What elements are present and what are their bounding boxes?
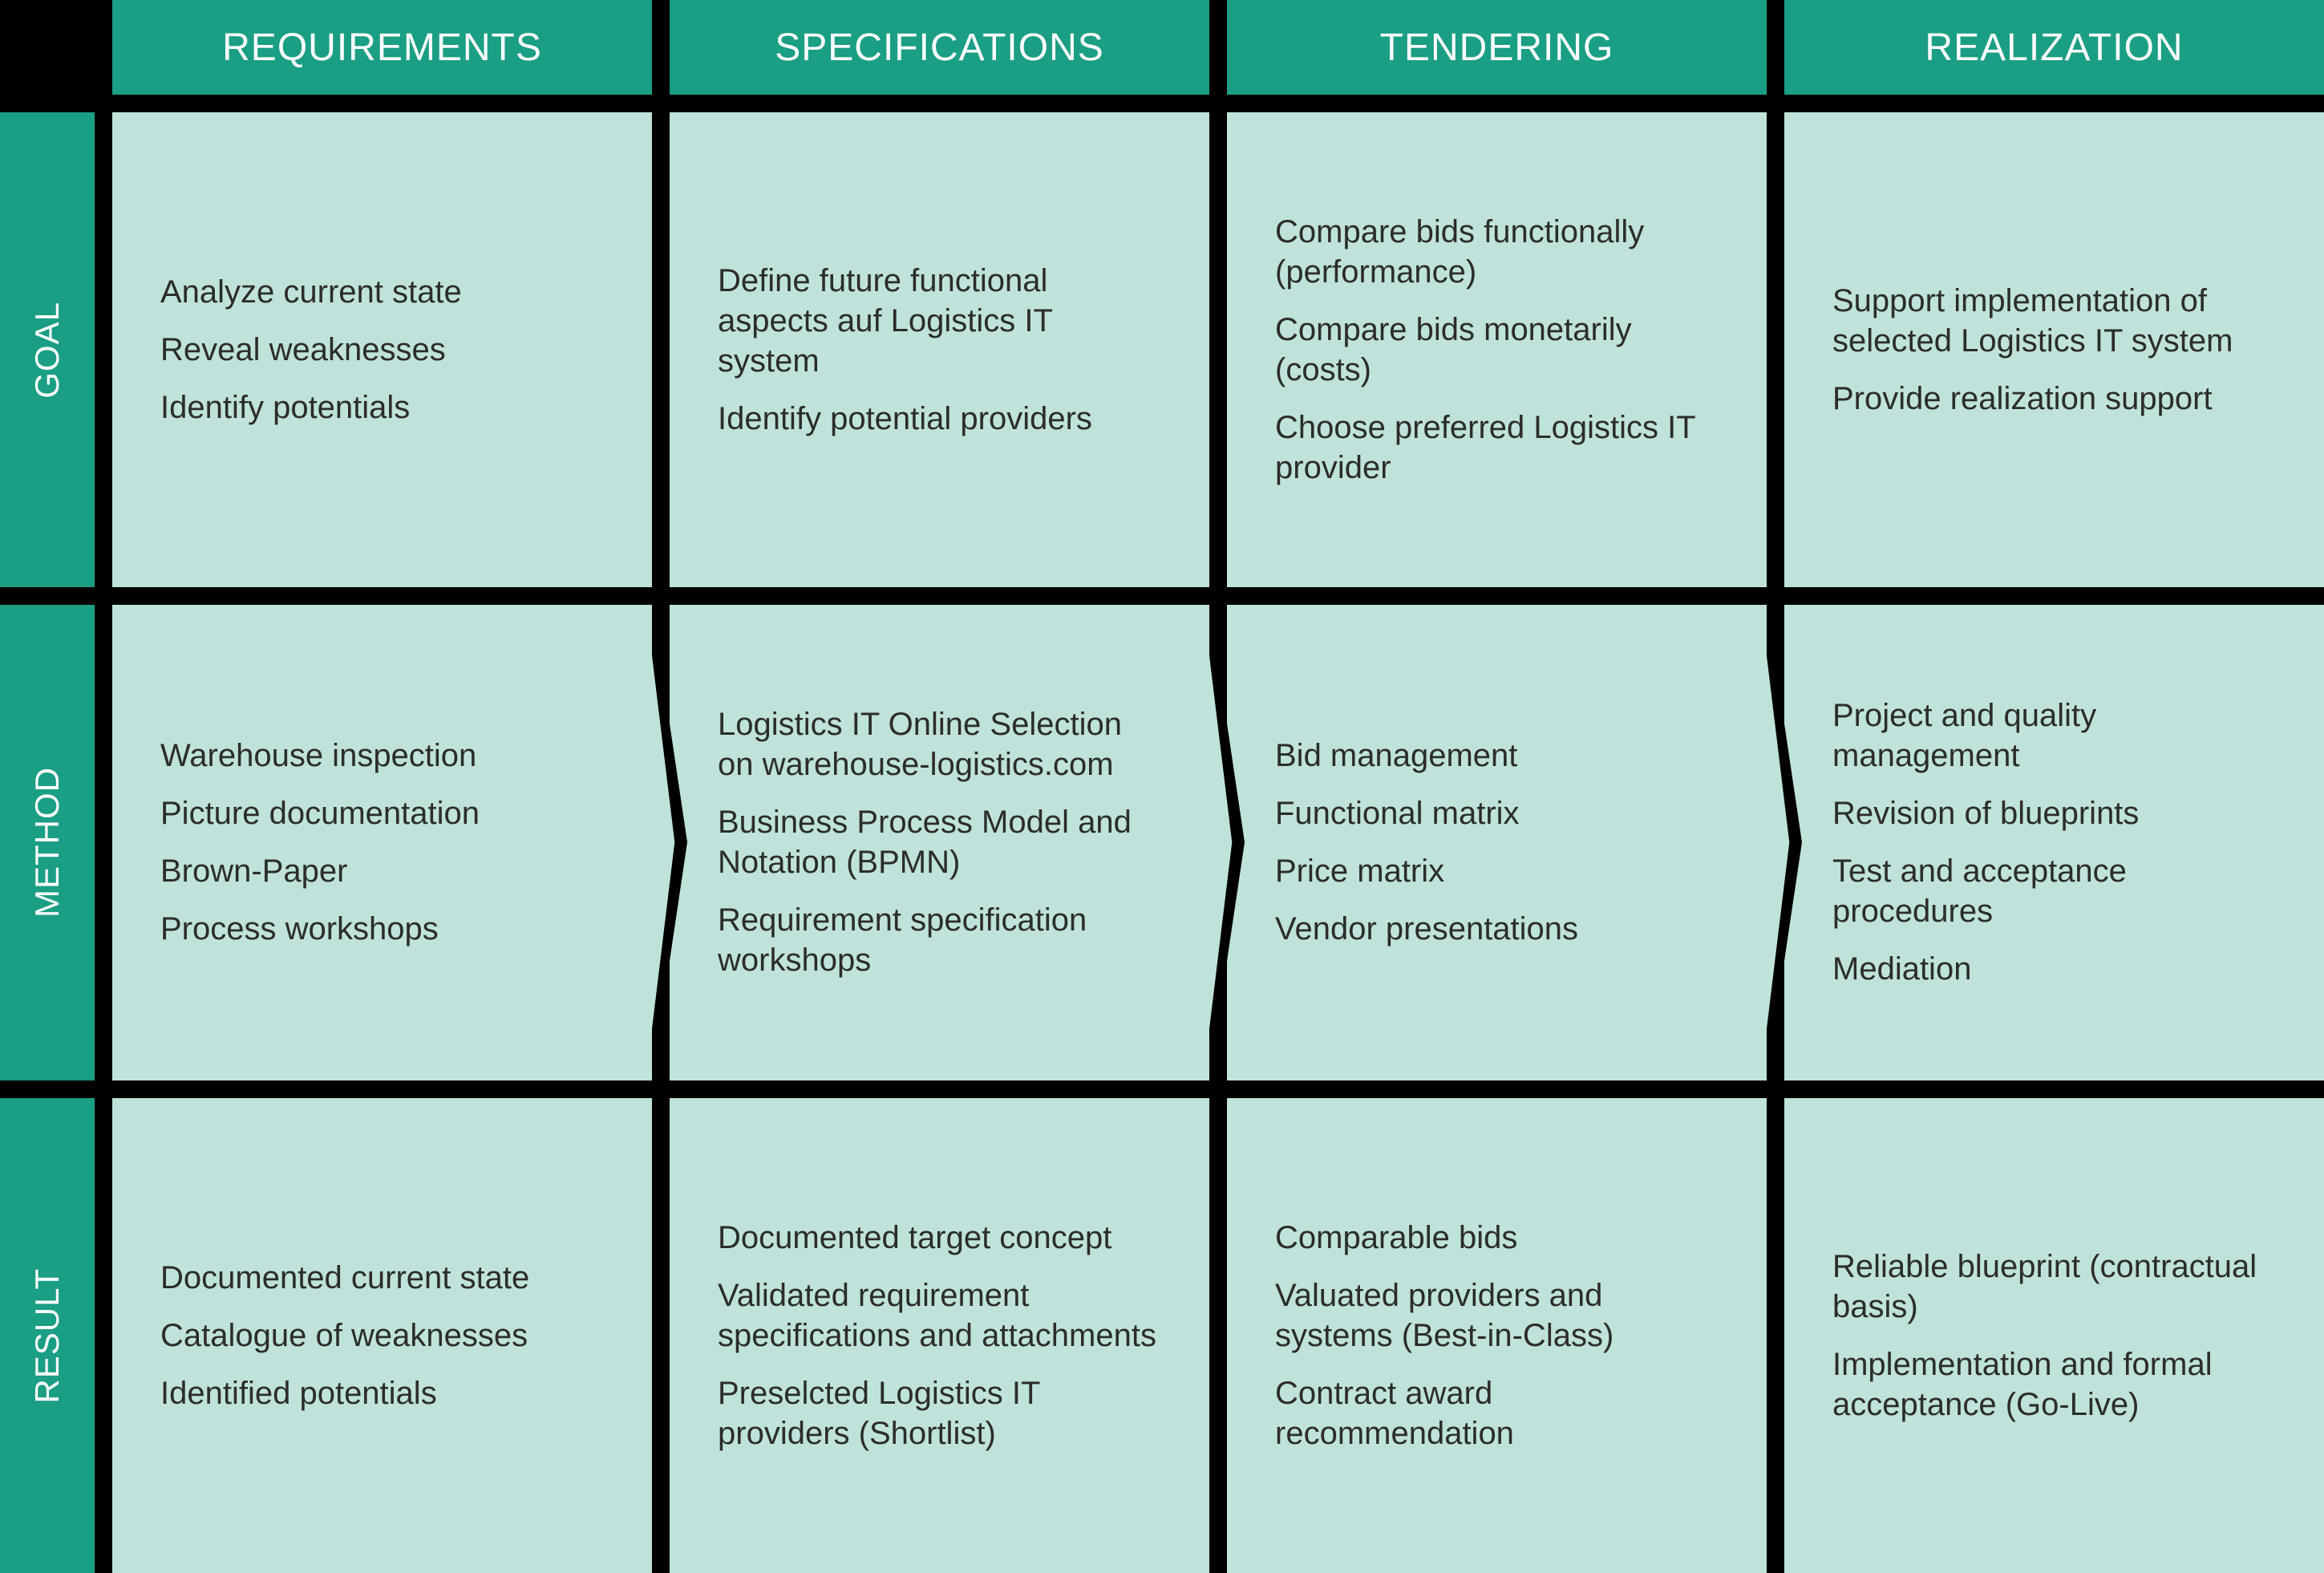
cell-item: Compare bids monetarily (costs) [1275,310,1719,390]
column-header-requirements: REQUIREMENTS [112,0,652,95]
cell-item: Process workshops [160,909,604,949]
cell-result-realization: Reliable blueprint (contractual basis) Im… [1784,1098,2324,1573]
row-label-result: RESULT [0,1098,95,1573]
cell-item: Brown-Paper [160,851,604,891]
row-method: METHOD Warehouse inspection Picture docume… [0,605,2324,1080]
cell-method-requirements: Warehouse inspection Picture documentatio… [112,605,652,1080]
cell-item: Catalogue of weaknesses [160,1316,604,1356]
cell-list-method-realization: Project and quality management Revision o… [1832,695,2276,989]
cell-item: Implementation and formal acceptance (Go… [1832,1344,2276,1425]
cell-item: Revision of blueprints [1832,793,2276,833]
cell-item: Functional matrix [1275,793,1719,833]
cell-item: Bid management [1275,736,1719,776]
cell-item: Identify potentials [160,387,604,428]
cell-item: Documented current state [160,1258,604,1298]
cell-method-realization: Project and quality management Revision o… [1784,605,2324,1080]
cell-list-method-specifications: Logistics IT Online Selection on warehou… [718,704,1161,980]
cell-item: Analyze current state [160,272,604,312]
cell-result-requirements: Documented current state Catalogue of wea… [112,1098,652,1573]
cell-list-result-realization: Reliable blueprint (contractual basis) Im… [1832,1247,2276,1425]
cell-goal-tendering: Compare bids functionally (performance) C… [1227,112,1767,587]
cell-list-result-tendering: Comparable bids Valuated providers and sy… [1275,1218,1719,1453]
column-header-row: REQUIREMENTSSPECIFICATIONSTENDERINGREALI… [0,0,2324,95]
cell-item: Logistics IT Online Selection on warehou… [718,704,1161,784]
cell-goal-realization: Support implementation of selected Logis… [1784,112,2324,587]
cell-item: Documented target concept [718,1218,1161,1258]
cell-list-goal-requirements: Analyze current state Reveal weaknesses Id… [160,272,604,428]
column-header-specifications: SPECIFICATIONS [670,0,1209,95]
cell-item: Comparable bids [1275,1218,1719,1258]
cell-list-goal-specifications: Define future functional aspects auf Log… [718,261,1161,439]
cell-goal-specifications: Define future functional aspects auf Log… [670,112,1209,587]
cell-item: Mediation [1832,949,2276,989]
cell-result-tendering: Comparable bids Valuated providers and sy… [1227,1098,1767,1573]
cell-item: Business Process Model and Notation (BPM… [718,802,1161,882]
cell-list-method-tendering: Bid management Functional matrix Price mat… [1275,736,1719,949]
cell-item: Identified potentials [160,1373,604,1413]
cell-item: Choose preferred Logistics IT provider [1275,407,1719,488]
cell-list-result-specifications: Documented target concept Validated requi… [718,1218,1161,1453]
column-header-realization: REALIZATION [1784,0,2324,95]
cell-item: Contract award recommendation [1275,1373,1719,1453]
cell-item: Price matrix [1275,851,1719,891]
row-label-method: METHOD [0,605,95,1080]
row-label-goal: GOAL [0,112,95,587]
process-matrix: REQUIREMENTSSPECIFICATIONSTENDERINGREALI… [0,0,2324,1573]
cell-item: Reliable blueprint (contractual basis) [1832,1247,2276,1327]
cell-item: Reveal weaknesses [160,330,604,370]
row-goal: GOAL Analyze current state Reveal weakness… [0,112,2324,587]
cell-list-goal-realization: Support implementation of selected Logis… [1832,281,2276,419]
cell-item: Project and quality management [1832,695,2276,776]
cell-method-tendering: Bid management Functional matrix Price mat… [1227,605,1767,1080]
cell-item: Define future functional aspects auf Log… [718,261,1161,381]
cell-goal-requirements: Analyze current state Reveal weaknesses Id… [112,112,652,587]
cell-method-specifications: Logistics IT Online Selection on warehou… [670,605,1209,1080]
corner-cell [0,0,95,95]
cell-item: Requirement specification workshops [718,900,1161,980]
cell-item: Picture documentation [160,793,604,833]
cell-item: Preselcted Logistics IT providers (Short… [718,1373,1161,1453]
cell-list-result-requirements: Documented current state Catalogue of wea… [160,1258,604,1413]
cell-item: Valuated providers and systems (Best-in-… [1275,1275,1719,1356]
cell-item: Identify potential providers [718,399,1161,439]
cell-list-goal-tendering: Compare bids functionally (performance) C… [1275,212,1719,488]
cell-result-specifications: Documented target concept Validated requi… [670,1098,1209,1573]
cell-item: Provide realization support [1832,379,2276,419]
row-result: RESULT Documented current state Catalogue … [0,1098,2324,1573]
cell-item: Compare bids functionally (performance) [1275,212,1719,292]
cell-item: Test and acceptance procedures [1832,851,2276,931]
column-header-tendering: TENDERING [1227,0,1767,95]
row-label-text-goal: GOAL [28,302,67,399]
row-label-text-result: RESULT [28,1268,67,1404]
row-label-text-method: METHOD [28,767,67,918]
cell-item: Validated requirement specifications and… [718,1275,1161,1356]
cell-list-method-requirements: Warehouse inspection Picture documentatio… [160,736,604,949]
cell-item: Support implementation of selected Logis… [1832,281,2276,361]
cell-item: Vendor presentations [1275,909,1719,949]
cell-item: Warehouse inspection [160,736,604,776]
